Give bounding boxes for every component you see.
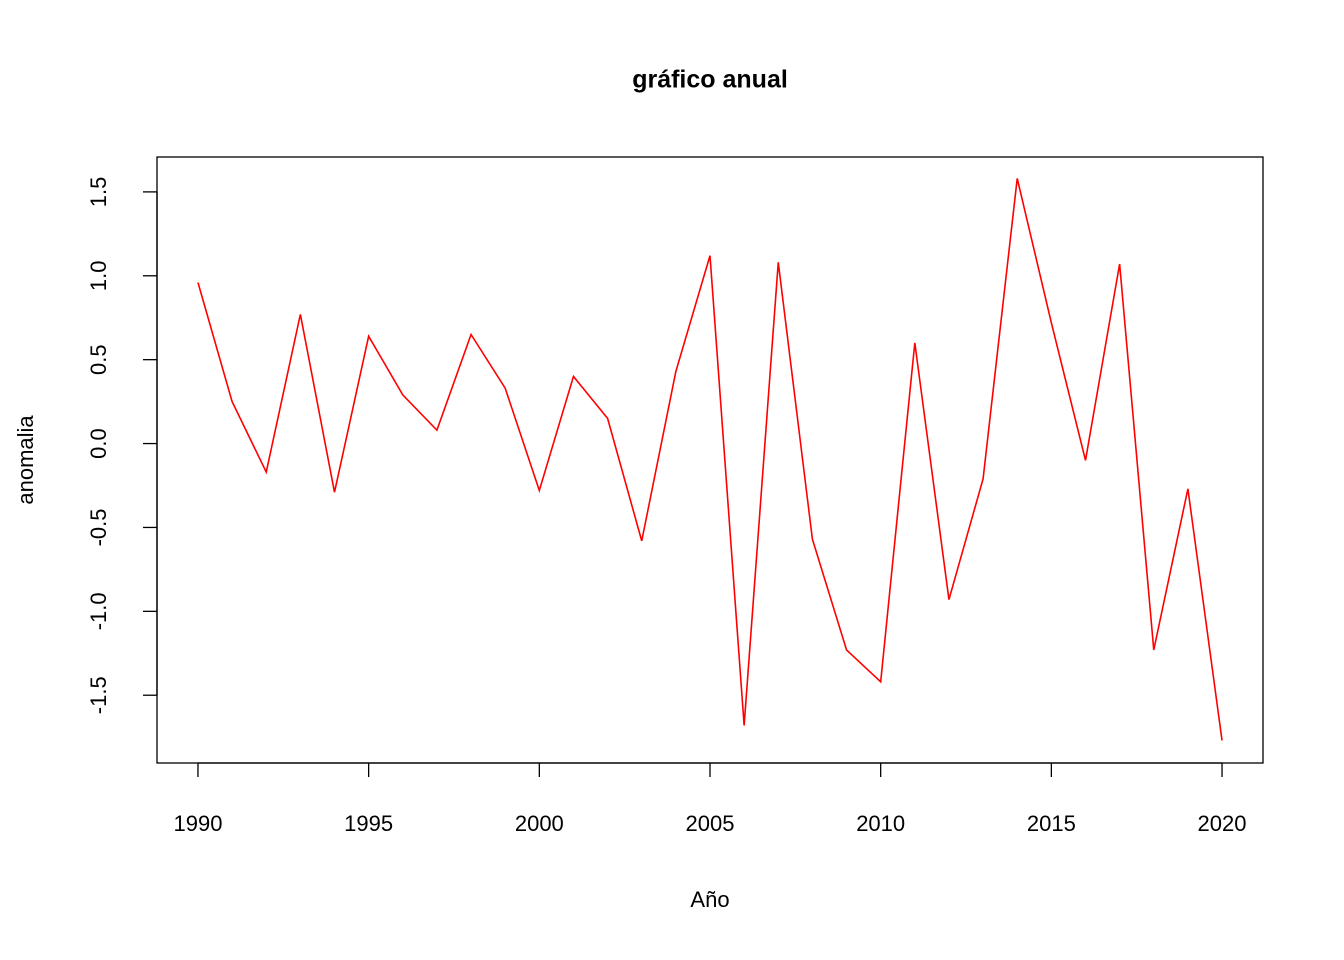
x-tick-label: 2020 — [1198, 811, 1247, 836]
chart-title: gráfico anual — [632, 66, 788, 94]
y-tick-label: 1.0 — [86, 260, 111, 291]
y-tick-label: 0.0 — [86, 428, 111, 459]
x-tick-label: 2010 — [856, 811, 905, 836]
y-tick-label: -1.5 — [86, 676, 111, 714]
y-tick-label: -0.5 — [86, 508, 111, 546]
y-tick-label: 1.5 — [86, 177, 111, 208]
x-tick-label: 1995 — [344, 811, 393, 836]
x-tick-label: 2005 — [686, 811, 735, 836]
y-axis-label: anomalia — [13, 415, 38, 505]
x-tick-label: 2000 — [515, 811, 564, 836]
x-tick-label: 1990 — [173, 811, 222, 836]
x-axis-label: Año — [690, 887, 729, 912]
y-tick-label: -1.0 — [86, 592, 111, 630]
data-line — [197, 178, 1223, 741]
x-tick-label: 2015 — [1027, 811, 1076, 836]
y-tick-label: 0.5 — [86, 344, 111, 375]
plot-frame — [156, 156, 1264, 764]
